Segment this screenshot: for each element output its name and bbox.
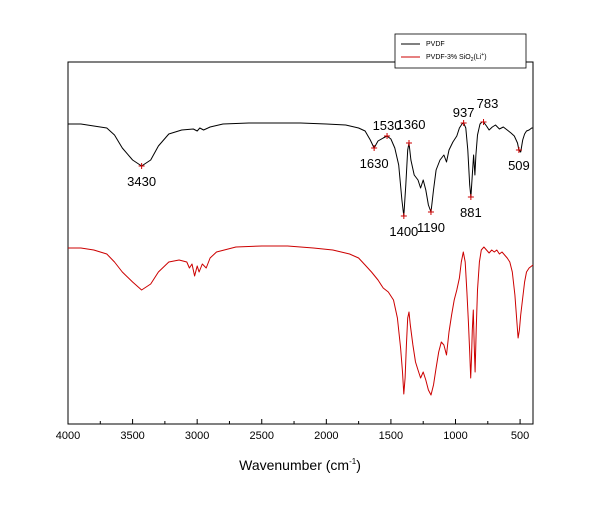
peak-label-1360: 1360 bbox=[397, 117, 426, 132]
x-axis-ticks bbox=[67, 419, 521, 424]
peak-label-881: 881 bbox=[460, 205, 482, 220]
x-axis-title: Wavenumber (cm-1) bbox=[239, 457, 361, 473]
legend-label-pvdf: PVDF bbox=[426, 41, 445, 48]
x-tick-label-1500: 1500 bbox=[379, 430, 403, 442]
legend: PVDF PVDF-3% SiO2(Li+) bbox=[394, 33, 527, 69]
series-line-pvdf bbox=[68, 121, 533, 217]
legend-box bbox=[394, 33, 527, 69]
series-line-pvdf-sio2 bbox=[68, 245, 534, 396]
x-axis-tick-labels: 4000 3500 3000 2500 2000 1500 1000 500 bbox=[56, 430, 530, 442]
x-tick-label-500: 500 bbox=[511, 430, 529, 442]
peak-label-1630: 1630 bbox=[360, 156, 389, 171]
x-tick-label-4000: 4000 bbox=[56, 430, 80, 442]
peak-label-1400: 1400 bbox=[389, 224, 418, 239]
x-tick-label-1000: 1000 bbox=[443, 430, 467, 442]
x-tick-label-2000: 2000 bbox=[314, 430, 338, 442]
peak-markers bbox=[138, 119, 522, 219]
legend-label-pvdf-sio2: PVDF-3% SiO2(Li+) bbox=[426, 52, 487, 63]
plot-frame bbox=[67, 61, 534, 425]
peak-label-1530: 1530 bbox=[373, 118, 402, 133]
peak-label-937: 937 bbox=[453, 105, 475, 120]
peak-label-3430: 3430 bbox=[127, 174, 156, 189]
peak-label-509: 509 bbox=[508, 158, 530, 173]
peak-label-783: 783 bbox=[477, 96, 499, 111]
peak-label-1190: 1190 bbox=[417, 220, 445, 235]
x-tick-label-2500: 2500 bbox=[250, 430, 274, 442]
spectra bbox=[68, 121, 534, 396]
x-tick-label-3000: 3000 bbox=[185, 430, 209, 442]
x-tick-label-3500: 3500 bbox=[120, 430, 144, 442]
